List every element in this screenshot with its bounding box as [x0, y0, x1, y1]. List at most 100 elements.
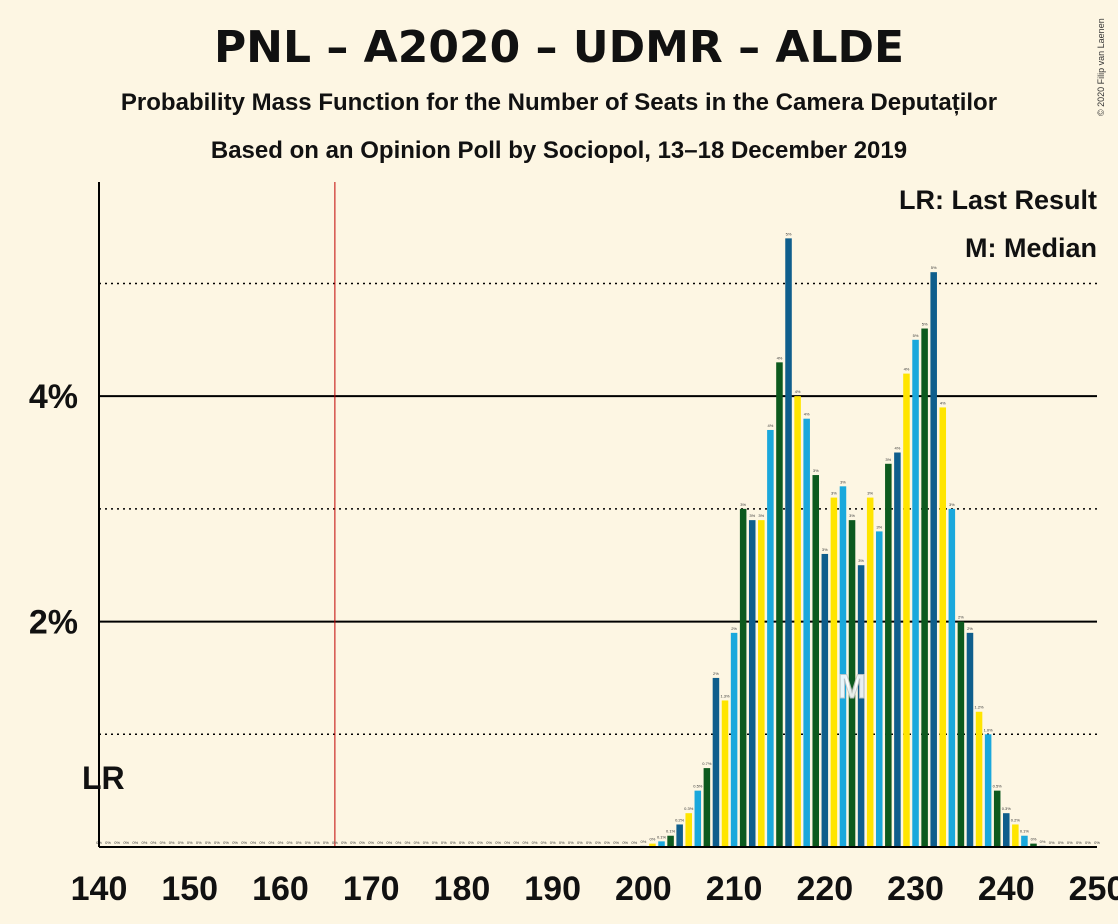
bar-value-label: 0%: [450, 840, 456, 845]
bar-value-label: 0%: [232, 840, 238, 845]
legend-last-result: LR: Last Result: [899, 185, 1097, 215]
bar-value-label: 0%: [495, 840, 501, 845]
bar: [794, 396, 801, 847]
bar-value-label: 0%: [341, 840, 347, 845]
bar: [821, 553, 829, 847]
bar-value-label: 0%: [205, 840, 211, 845]
bar-value-label: 0%: [259, 840, 265, 845]
bar-value-label: 0%: [504, 840, 510, 845]
bar-value-label: 3%: [885, 457, 891, 462]
bar-value-label: 3%: [840, 479, 846, 484]
bar: [1021, 835, 1028, 847]
legend-median: M: Median: [965, 233, 1097, 263]
bar-value-label: 0%: [214, 840, 220, 845]
bar-value-label: 0%: [486, 840, 492, 845]
bar-value-label: 0%: [604, 840, 610, 845]
bar: [767, 429, 774, 847]
median-marker: M: [838, 668, 866, 706]
bar-value-label: 0%: [1094, 840, 1100, 845]
bar: [730, 632, 738, 847]
bar: [875, 531, 883, 847]
bar-value-label: 4%: [777, 355, 783, 360]
bar-value-label: 0%: [377, 840, 383, 845]
bar-value-label: 1.0%: [984, 727, 994, 732]
bar: [930, 272, 937, 847]
bar-value-label: 0.5%: [693, 784, 703, 789]
bar: [712, 677, 720, 847]
bar: [748, 520, 756, 847]
bar-value-label: 0%: [151, 840, 157, 845]
bar-value-label: 0.3%: [1002, 806, 1012, 811]
bar-value-label: 3%: [876, 524, 882, 529]
bar: [785, 238, 792, 847]
bar: [694, 790, 702, 847]
bar-value-label: 0%: [132, 840, 138, 845]
x-tick-label: 150: [161, 870, 218, 908]
bar-value-label: 0%: [577, 840, 583, 845]
bar-value-label: 0%: [368, 840, 374, 845]
bar-value-label: 0%: [296, 840, 302, 845]
x-tick-label: 160: [252, 870, 309, 908]
bar-value-label: 0.7%: [702, 761, 712, 766]
bar-value-label: 0%: [622, 840, 628, 845]
bar: [685, 813, 692, 847]
bar-value-label: 0.5%: [993, 784, 1003, 789]
bar: [803, 418, 810, 847]
bar-value-label: 2%: [967, 626, 973, 631]
bar-value-label: 4%: [895, 446, 901, 451]
bar: [676, 824, 683, 847]
bar: [966, 632, 974, 847]
bar-value-label: 0%: [468, 840, 474, 845]
bar: [1030, 843, 1037, 847]
bar-value-label: 0%: [241, 840, 247, 845]
bar-value-label: 5%: [922, 322, 928, 327]
bar: [903, 373, 910, 847]
bar-value-label: 0%: [613, 840, 619, 845]
bar-value-label: 0%: [441, 840, 447, 845]
bar-value-label: 4%: [904, 367, 910, 372]
bar: [957, 621, 965, 847]
bar-value-label: 0%: [432, 840, 438, 845]
bar-value-label: 0%: [178, 840, 184, 845]
bar-value-label: 0.1%: [666, 829, 676, 834]
bar-value-label: 0%: [595, 840, 601, 845]
bar-value-label: 0%: [287, 840, 293, 845]
x-tick-label: 140: [71, 870, 128, 908]
bar-value-label: 0%: [477, 840, 483, 845]
bar-value-label: 0%: [187, 840, 193, 845]
bar-value-label: 2%: [713, 671, 719, 676]
bar-value-label: 0%: [323, 840, 329, 845]
bar: [667, 835, 674, 847]
bar-value-label: 0%: [631, 840, 637, 845]
bar-value-label: 1.2%: [974, 705, 984, 710]
bar-value-label: 3%: [831, 491, 837, 496]
bar: [839, 486, 847, 847]
bar-value-label: 0%: [640, 839, 646, 844]
bar-value-label: 0%: [350, 840, 356, 845]
bar-value-label: 0%: [532, 840, 538, 845]
x-tick-label: 220: [796, 870, 853, 908]
bar: [758, 520, 765, 847]
bar-value-label: 0%: [423, 840, 429, 845]
bar-value-label: 0.1%: [657, 834, 667, 839]
bar-value-label: 0%: [550, 840, 556, 845]
bar-value-label: 0%: [105, 840, 111, 845]
bar-value-label: 5%: [931, 265, 937, 270]
bar-value-label: 0%: [359, 840, 365, 845]
bar: [703, 768, 711, 847]
bar-value-label: 2%: [958, 615, 964, 620]
chart-source: Based on an Opinion Poll by Sociopol, 13…: [210, 137, 908, 164]
bar: [975, 711, 983, 847]
bar-value-label: 0%: [559, 840, 565, 845]
bar-value-label: 0%: [250, 840, 256, 845]
bar-value-label: 0%: [1049, 840, 1055, 845]
x-tick-label: 210: [706, 870, 763, 908]
x-tick-label: 180: [434, 870, 491, 908]
bar: [912, 339, 919, 847]
bar-value-label: 0%: [1040, 839, 1046, 844]
bar-value-label: 0%: [586, 840, 592, 845]
bar: [948, 508, 956, 847]
bar-value-label: 0%: [513, 840, 519, 845]
bar-value-label: 2%: [731, 626, 737, 631]
